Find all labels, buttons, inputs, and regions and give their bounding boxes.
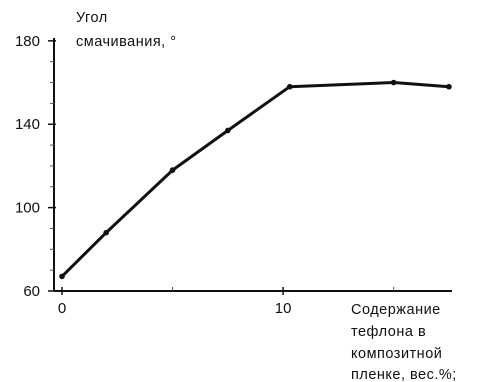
x-axis-title-line-3: композитной <box>351 346 442 362</box>
series-line <box>60 81 451 278</box>
x-tick-label: 10 <box>275 300 292 317</box>
x-axis-title-line-2: тефлона в <box>351 324 426 340</box>
x-tick-labels: 0 10 <box>58 300 292 317</box>
data-point <box>103 229 110 236</box>
y-tick-label: 140 <box>15 116 40 133</box>
data-point <box>225 127 231 134</box>
y-tick-labels: 60 100 140 180 <box>15 33 40 300</box>
data-point <box>59 273 65 280</box>
y-tick-label: 100 <box>15 200 40 217</box>
minor-ticks <box>50 61 395 291</box>
data-point <box>286 83 293 90</box>
major-ticks <box>48 40 284 295</box>
y-axis-title-line-1: Угол <box>76 10 108 26</box>
y-tick-label: 180 <box>15 33 40 50</box>
y-tick-label: 60 <box>23 283 40 300</box>
data-point <box>390 79 397 86</box>
series-points <box>59 79 452 280</box>
y-axis-title-line-2: смачивания, ° <box>76 34 177 50</box>
x-tick-label: 0 <box>58 300 66 317</box>
x-axis-title-line-4: пленке, вес.%; <box>351 367 457 382</box>
x-axis-title-line-1: Содержание <box>351 302 441 318</box>
data-point <box>446 83 452 90</box>
data-point <box>169 167 176 173</box>
